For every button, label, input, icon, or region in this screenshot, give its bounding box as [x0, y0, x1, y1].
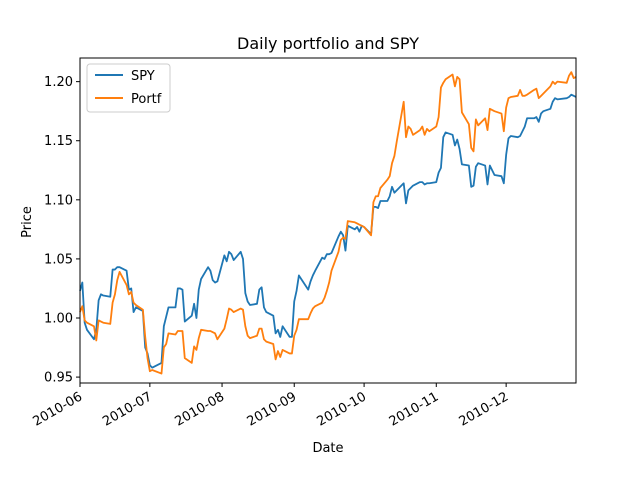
y-tick-label: 1.05: [44, 252, 73, 267]
plot-area: [79, 71, 577, 375]
y-tick-label: 0.95: [44, 371, 73, 386]
legend-label-spy: SPY: [131, 69, 155, 84]
series-line-spy: [79, 93, 577, 369]
x-axis-label: Date: [312, 441, 343, 456]
y-tick-label: 1.20: [44, 75, 73, 90]
legend: SPY Portf: [86, 63, 171, 113]
y-axis: 0.95 1.00 1.05 1.10 1.15 1.20: [44, 75, 80, 386]
y-axis-label: Price: [20, 206, 35, 238]
plot-frame: [79, 57, 577, 384]
series-line-portf: [79, 71, 577, 375]
chart-title: Daily portfolio and SPY: [237, 34, 419, 53]
y-tick-label: 1.15: [44, 134, 73, 149]
y-tick-label: 1.00: [44, 312, 73, 327]
y-tick-label: 1.10: [44, 193, 73, 208]
legend-label-portf: Portf: [131, 92, 162, 107]
